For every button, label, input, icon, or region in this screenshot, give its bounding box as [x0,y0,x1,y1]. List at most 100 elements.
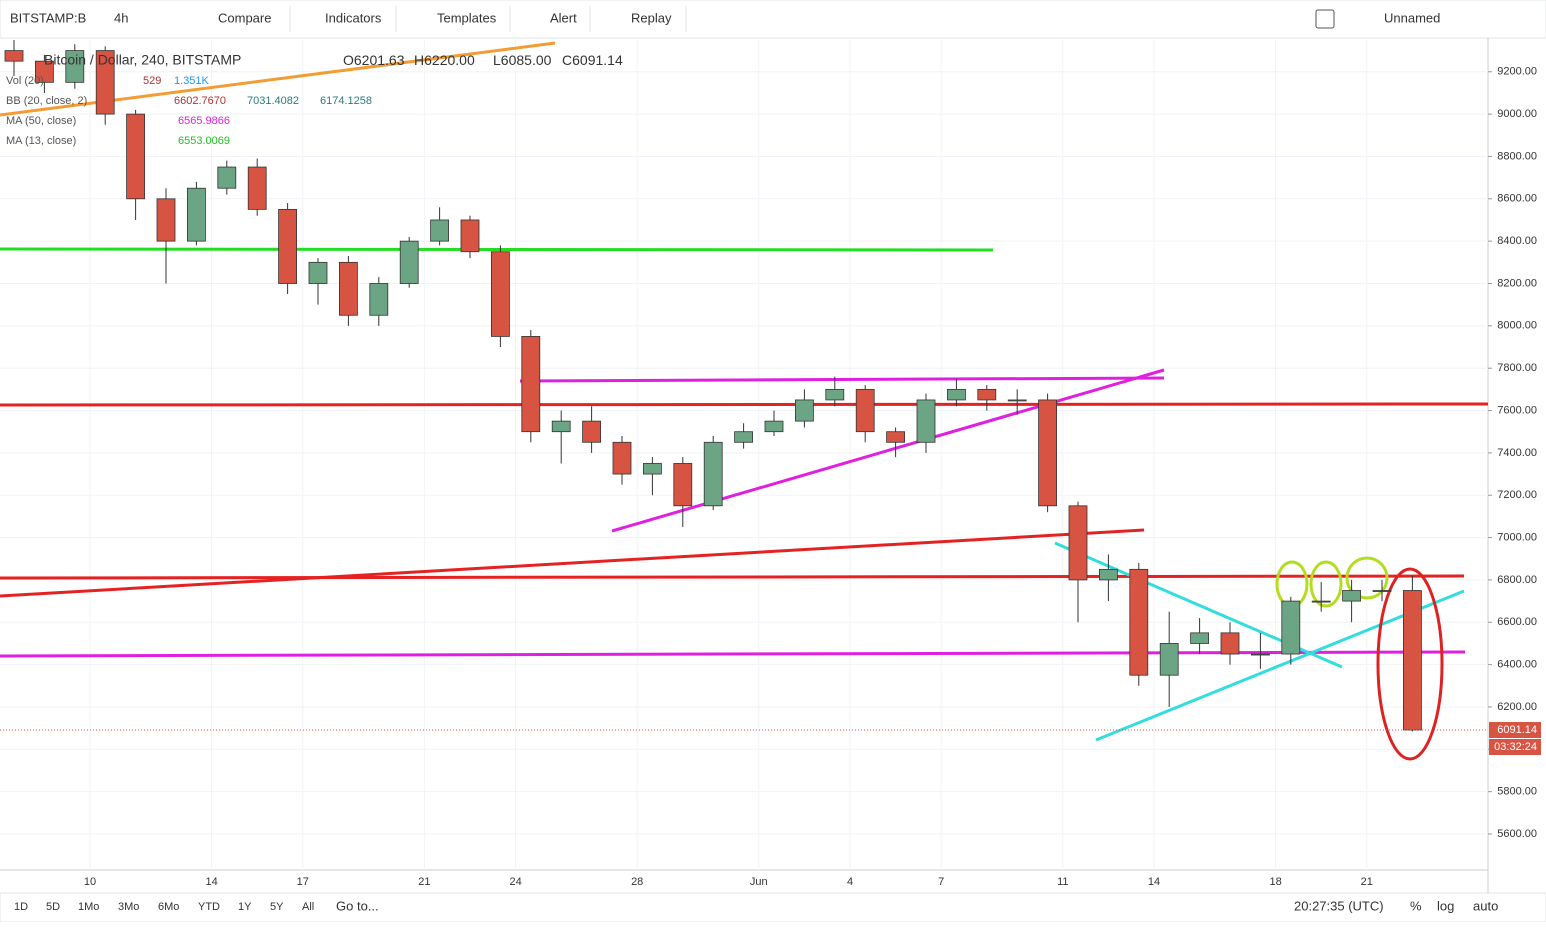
x-tick-label: 14 [205,876,217,888]
candle [369,277,389,326]
range-button[interactable]: 6Mo [158,901,179,913]
candle-body [1342,590,1361,602]
candle [1281,596,1301,665]
legend-title: Bitcoin / Dollar, 240, BITSTAMP [44,52,241,68]
candle [1251,632,1270,669]
interval[interactable]: 4h [114,10,128,25]
x-tick-label: 7 [938,876,944,888]
ohlc-item: L6085.00 [493,52,552,68]
range-button[interactable]: All [302,901,314,913]
candle [886,427,905,458]
candle [1372,579,1392,602]
toolbar-button[interactable]: Compare [218,10,271,25]
range-button[interactable]: 5D [46,901,60,913]
candle [582,406,601,453]
candle [35,54,54,93]
candle-body [1159,643,1179,676]
candle [734,423,753,449]
candle-body [430,219,450,242]
ohlc-value: 6091.14 [572,52,623,68]
candle [521,330,541,443]
y-tick-label: 7200.00 [1497,489,1537,501]
horizontal-line [0,402,1489,407]
candle-body [612,441,632,475]
x-tick-label: Jun [750,876,768,888]
candle-body [338,261,358,316]
bottom-toolbar [0,892,1546,923]
ohlc-label: O [343,52,354,68]
toolbar-button[interactable]: Templates [437,10,497,25]
candle-body [460,219,480,253]
indicator-value: 1.351K [174,75,210,87]
candle-body [1403,590,1422,731]
ohlc-label: H [414,52,424,68]
candle-body [369,283,389,316]
candle-body [278,208,298,284]
candle-body [247,166,267,210]
y-tick-label: 5600.00 [1497,828,1537,840]
scale-option[interactable]: auto [1473,898,1498,913]
candle-body [947,388,966,401]
x-tick-label: 21 [418,876,430,888]
candle-body [855,388,875,433]
y-tick-label: 8400.00 [1497,235,1537,247]
y-tick-label: 8800.00 [1497,150,1537,162]
ohlc-item: C6091.14 [562,52,623,68]
candle [278,203,298,295]
range-button[interactable]: 5Y [270,901,284,913]
candle-body [1281,600,1301,655]
trend-line [0,41,556,117]
symbol[interactable]: BITSTAMP:B [10,10,86,25]
candle-body [1129,568,1149,676]
range-button[interactable]: 1D [14,901,28,913]
indicator-value: 6553.0069 [178,135,230,147]
range-button[interactable]: 3Mo [118,901,139,913]
goto[interactable]: Go to... [336,898,379,913]
candle [65,44,85,89]
x-tick-label: 4 [847,876,853,888]
toolbar-button[interactable]: Indicators [325,10,382,25]
candle-body [734,431,753,443]
candle-body [1251,653,1270,656]
indicator-value: 7031.4082 [247,95,299,107]
candle-body [795,399,814,422]
ohlc-item: O6201.63 [343,52,405,68]
candle-body [65,50,85,83]
candle-body [673,463,693,507]
candle [1129,562,1149,686]
range-button[interactable]: YTD [198,901,220,913]
ohlc-label: L [493,52,501,68]
ohlc-value: 6201.63 [354,52,405,68]
candle [703,435,723,511]
last-price-label: 6091.14 [1497,724,1537,736]
candle [1007,389,1027,415]
toolbar: BITSTAMP:B 4h Unnamed Compare Indicators T… [10,6,1440,32]
highlight-ellipse [1309,560,1343,608]
candle [1159,611,1179,707]
top-toolbar [0,0,1546,39]
layout-name[interactable]: Unnamed [1384,10,1440,25]
candle-body [1099,568,1118,581]
candle-body [977,388,997,401]
toolbar-button[interactable]: Alert [550,10,577,25]
toolbar-button[interactable]: Replay [631,10,672,25]
countdown-box [1489,739,1541,756]
indicator-name: Vol (20) [6,75,44,87]
range-button[interactable]: 1Y [238,901,252,913]
candle [764,410,784,436]
fullscreen-icon[interactable] [1315,9,1335,29]
range-button[interactable]: 1Mo [78,901,99,913]
ohlc-label: C [562,52,572,68]
candle [1038,393,1057,513]
candle [1311,582,1331,612]
scale-option[interactable]: % [1410,898,1422,913]
candle [855,385,875,443]
scale-option[interactable]: log [1437,898,1454,913]
y-tick-label: 9000.00 [1497,108,1537,120]
candle-body [186,187,206,242]
clock: 20:27:35 (UTC) [1294,898,1384,913]
candle-body [582,420,601,443]
x-tick-label: 17 [297,876,309,888]
candle-body [399,240,419,284]
indicator-name: MA (13, close) [6,135,76,147]
